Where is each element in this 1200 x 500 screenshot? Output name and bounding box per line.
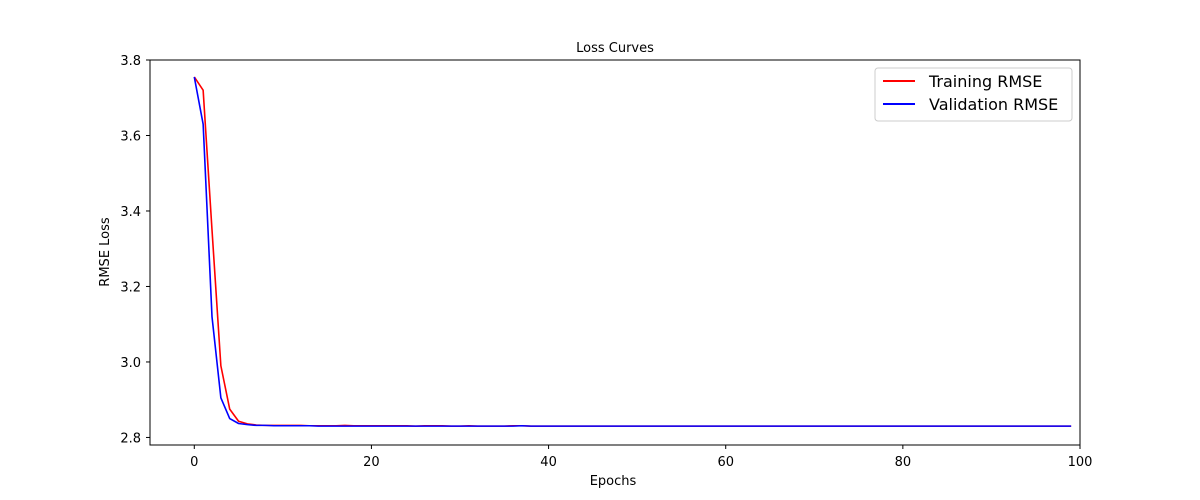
legend-label-training: Training RMSE — [928, 72, 1042, 91]
x-axis-label: Epochs — [590, 474, 637, 489]
legend: Training RMSE Validation RMSE — [874, 67, 1073, 122]
x-tick-label: 20 — [363, 455, 380, 470]
chart-title: Loss Curves — [576, 41, 654, 56]
y-tick-label: 3.0 — [120, 356, 141, 371]
series-group — [193, 76, 1072, 427]
x-tick-label: 0 — [190, 455, 198, 470]
y-tick-label: 3.6 — [120, 129, 141, 144]
y-tick-label: 2.8 — [120, 431, 141, 446]
x-tick-label: 80 — [895, 455, 912, 470]
series-line-validation — [193, 76, 1072, 427]
x-tick-label: 40 — [540, 455, 557, 470]
x-axis: 0 20 40 60 80 100 — [190, 445, 1092, 470]
y-axis: 2.8 3.0 3.2 3.4 3.6 3.8 — [120, 54, 150, 446]
x-tick-label: 100 — [1068, 455, 1093, 470]
legend-label-validation: Validation RMSE — [929, 95, 1058, 114]
y-tick-label: 3.4 — [120, 205, 141, 220]
y-tick-label: 3.2 — [120, 280, 141, 295]
series-line-training — [193, 76, 1072, 427]
plot-frame — [149, 59, 1081, 446]
y-tick-label: 3.8 — [120, 54, 141, 69]
y-axis-label: RMSE Loss — [98, 217, 113, 287]
legend-box — [874, 67, 1073, 122]
x-tick-label: 60 — [717, 455, 734, 470]
